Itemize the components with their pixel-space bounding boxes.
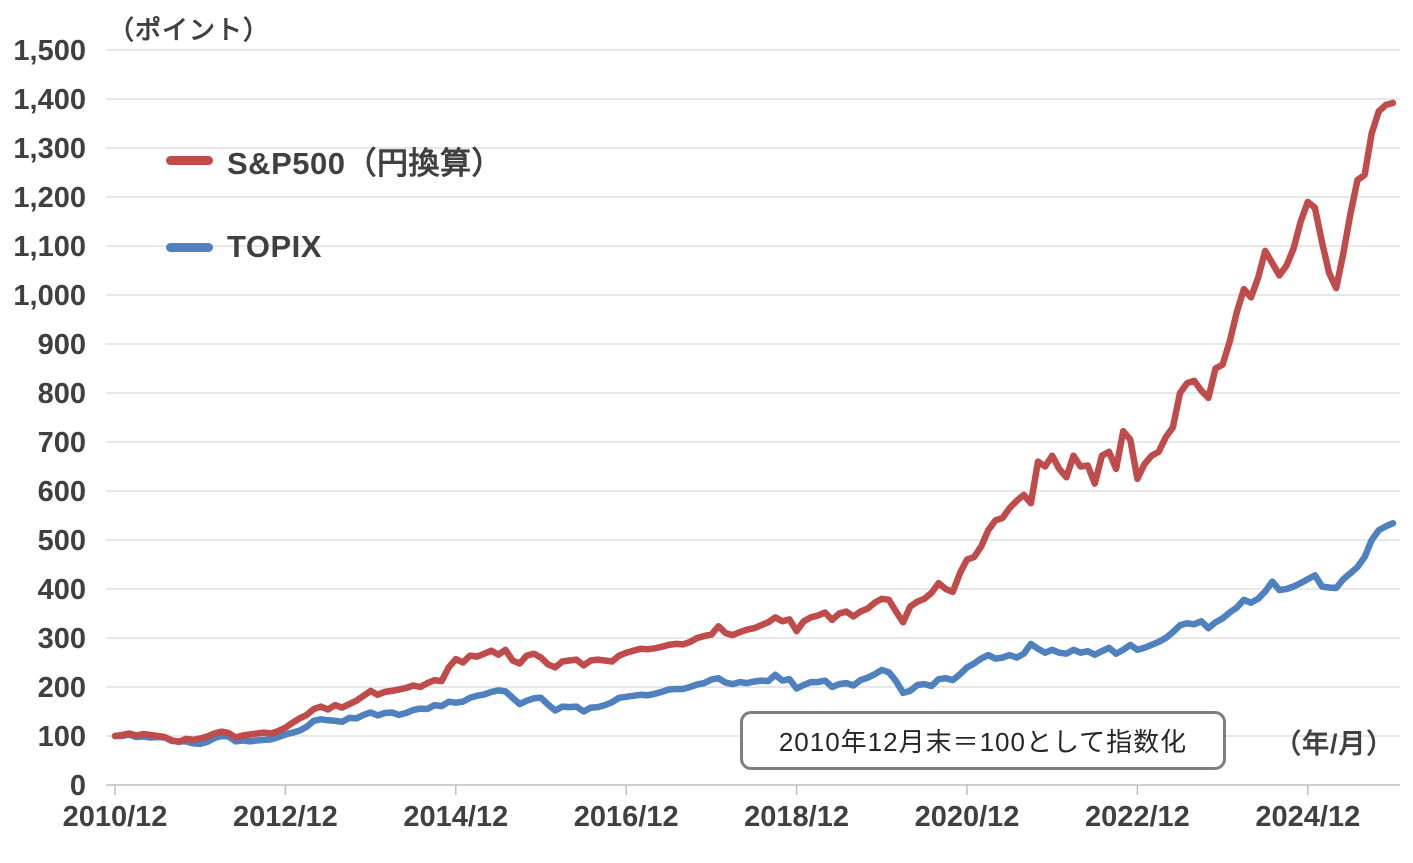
sp500_yen-line bbox=[111, 99, 1397, 746]
x-tick-label: 2016/12 bbox=[574, 801, 679, 833]
x-tick-label: 2014/12 bbox=[403, 801, 508, 833]
legend-item-sp500: S&P500（円換算） bbox=[166, 138, 503, 183]
y-tick-label: 1,100 bbox=[13, 231, 86, 263]
x-tick-label: 2010/12 bbox=[63, 801, 168, 833]
y-tick-label: 300 bbox=[38, 623, 86, 655]
y-axis-unit-label: （ポイント） bbox=[108, 15, 271, 45]
x-axis-unit-label: （年/月） bbox=[1274, 729, 1395, 759]
legend-item-topix: TOPIX bbox=[166, 229, 322, 265]
x-tick-label: 2024/12 bbox=[1255, 801, 1360, 833]
y-tick-label: 600 bbox=[38, 476, 86, 508]
x-tick-label: 2020/12 bbox=[915, 801, 1020, 833]
y-tick-label: 500 bbox=[38, 525, 86, 557]
y-tick-label: 200 bbox=[38, 672, 86, 704]
y-tick-label: 700 bbox=[38, 427, 86, 459]
topix-legend-swatch bbox=[166, 242, 213, 252]
y-tick-label: 1,000 bbox=[13, 280, 86, 312]
x-tick-label: 2018/12 bbox=[744, 801, 849, 833]
y-tick-label: 400 bbox=[38, 574, 86, 606]
y-tick-label: 1,300 bbox=[13, 133, 86, 165]
y-tick-label: 800 bbox=[38, 378, 86, 410]
x-tick-label: 2022/12 bbox=[1085, 801, 1190, 833]
y-tick-label: 100 bbox=[38, 721, 86, 753]
topix-line bbox=[111, 520, 1397, 748]
x-tick-label: 2012/12 bbox=[233, 801, 338, 833]
topix-legend-label: TOPIX bbox=[227, 229, 322, 264]
index-base-annotation: 2010年12月末＝100として指数化 bbox=[740, 711, 1226, 770]
y-tick-label: 1,500 bbox=[13, 35, 86, 67]
sp500-legend-swatch bbox=[166, 156, 213, 165]
sp500-legend-label: S&P500（円換算） bbox=[227, 146, 503, 181]
y-tick-label: 900 bbox=[38, 329, 86, 361]
y-tick-label: 1,400 bbox=[13, 84, 86, 116]
y-tick-label: 0 bbox=[70, 770, 86, 802]
y-tick-label: 1,200 bbox=[13, 182, 86, 214]
